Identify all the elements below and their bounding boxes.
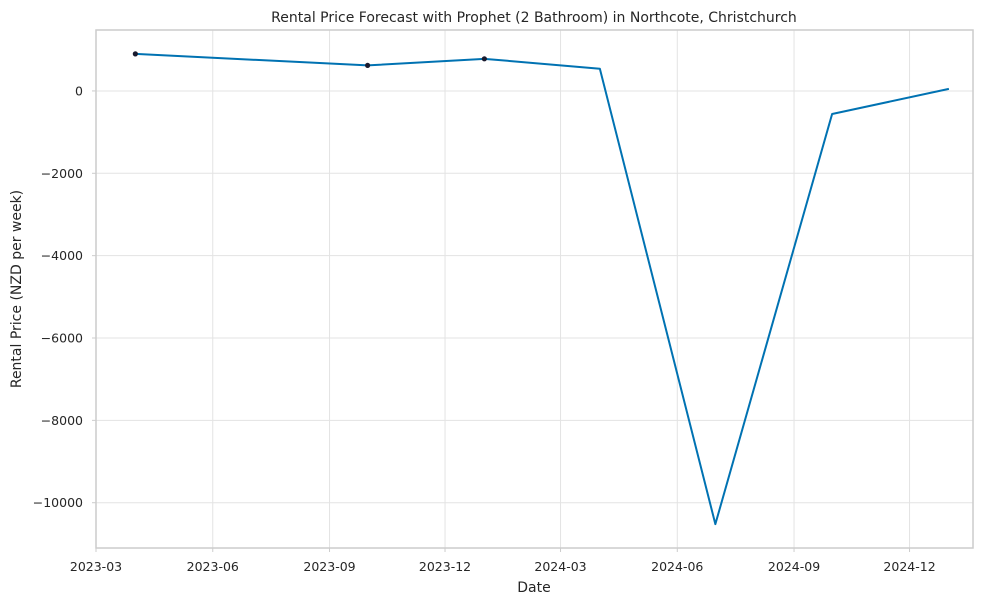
x-axis-label: Date [517,580,550,596]
observed-point [132,51,138,57]
x-tick-label: 2024-03 [534,559,586,574]
plot-series [132,51,950,526]
y-tick-label: −10000 [33,495,83,510]
y-tick-label: 0 [75,83,83,98]
chart-title: Rental Price Forecast with Prophet (2 Ba… [271,10,797,26]
x-tick-label: 2024-12 [883,559,935,574]
y-axis-label: Rental Price (NZD per week) [9,190,25,388]
axis-ticks: 2023-03 2023-06 2023-09 2023-12 2024-03 2024-… [33,83,936,574]
forecast-line [135,52,950,526]
x-tick-label: 2023-06 [187,559,239,574]
observed-point [481,56,487,62]
y-tick-label: −4000 [41,248,83,263]
x-tick-label: 2023-12 [419,559,471,574]
grid [95,30,973,548]
observed-point [365,62,371,69]
y-tick-label: −6000 [41,331,83,346]
x-tick-label: 2024-09 [768,559,820,574]
y-tick-label: −2000 [41,166,83,181]
plot-frame [95,29,974,549]
x-tick-label: 2023-03 [70,559,122,574]
y-tick-label: −8000 [41,413,83,428]
x-tick-label: 2023-09 [303,559,355,574]
x-tick-label: 2024-06 [651,559,703,574]
